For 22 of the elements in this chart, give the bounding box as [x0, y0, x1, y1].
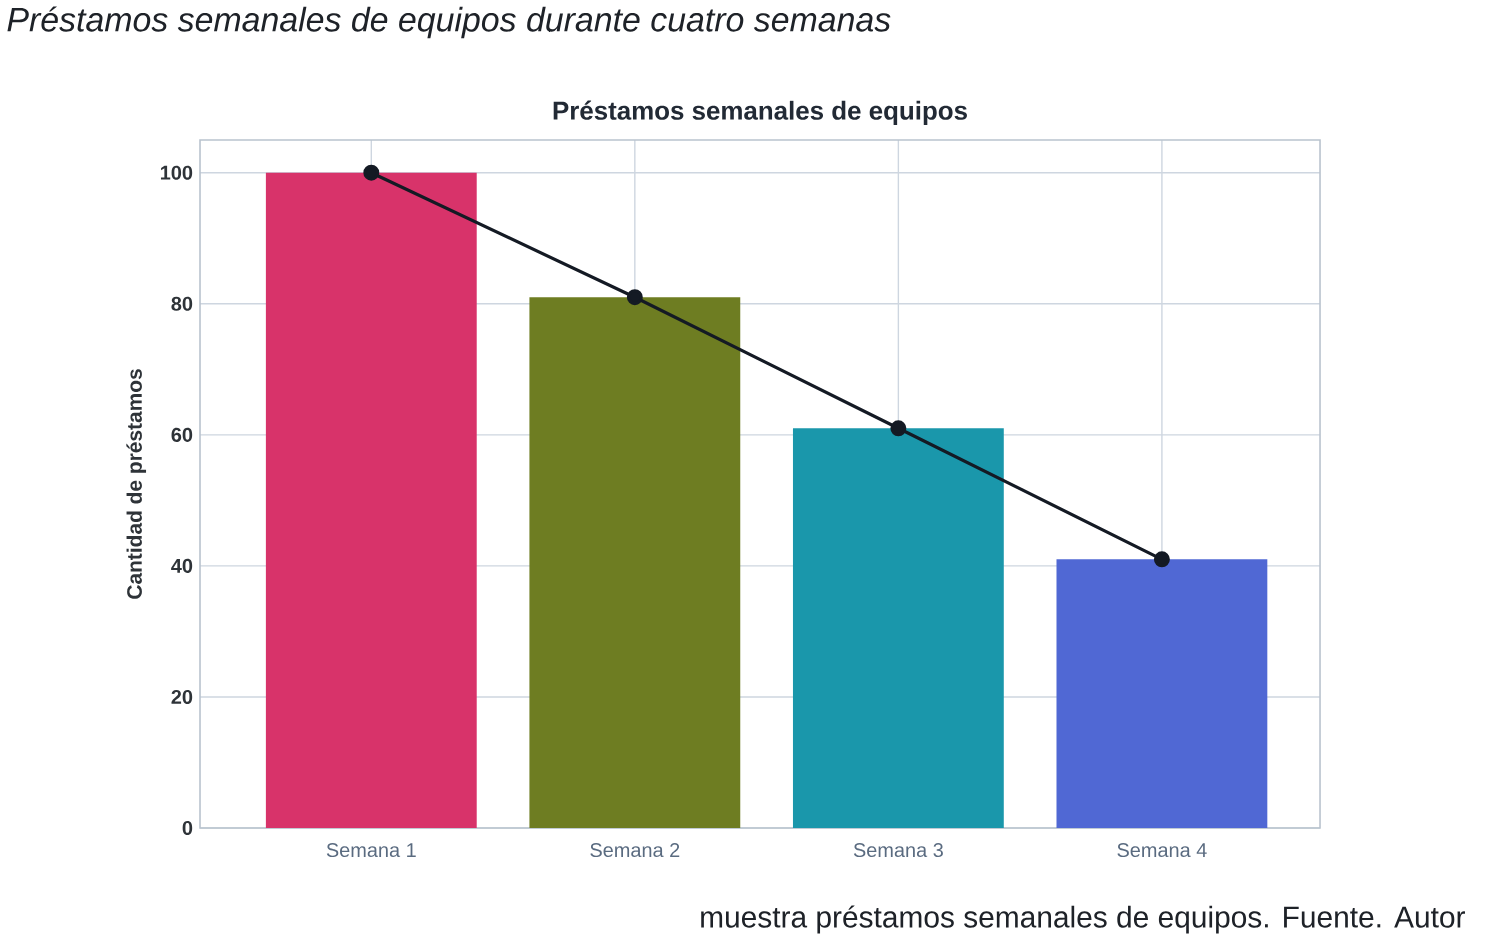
y-tick-label: 0 [182, 820, 193, 836]
point [1153, 551, 1170, 568]
point [890, 420, 907, 437]
x-tick-label: Semana 4 [1117, 843, 1207, 858]
point [363, 164, 380, 181]
y-axis-title: Cantidad de préstamos [126, 369, 147, 599]
y-tick-label: 100 [160, 165, 193, 180]
bar [265, 172, 477, 828]
y-tick-label: 60 [171, 427, 193, 442]
bar [792, 428, 1004, 828]
text: muestra préstamos semanales de equipos. Fuente. Autor [701, 905, 1465, 934]
bar [529, 297, 741, 828]
y-tick-label: 20 [171, 689, 193, 704]
x-tick-label: Semana 1 [326, 843, 416, 858]
bar [1056, 559, 1268, 828]
point [626, 289, 643, 306]
chart-subtitle: Préstamos semanales de equipos [553, 100, 967, 125]
y-tick-label: 40 [171, 558, 193, 573]
y-tick-label: 80 [171, 296, 193, 311]
x-tick-label: Semana 3 [853, 843, 943, 858]
chart-title: Préstamos semanales de equipos durante cuatro semanas [7, 6, 891, 39]
x-tick-label: Semana 2 [590, 843, 680, 858]
